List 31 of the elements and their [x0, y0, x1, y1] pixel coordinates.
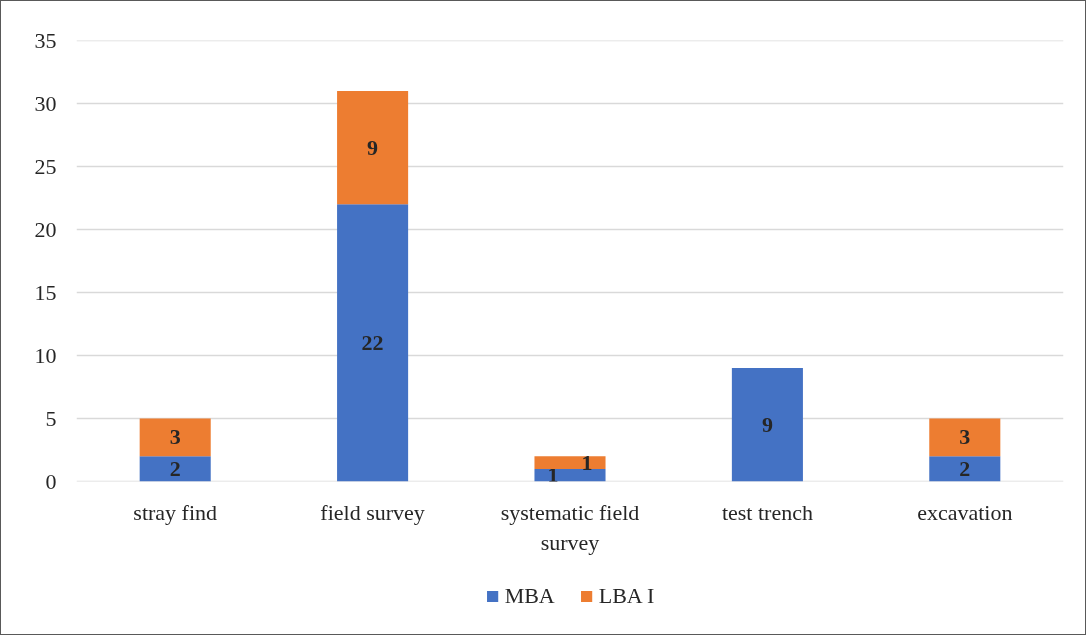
bar	[337, 204, 409, 482]
data-label: 2	[169, 455, 181, 481]
y-tick-label: 25	[34, 153, 57, 179]
bar	[731, 368, 803, 482]
bar	[929, 418, 1001, 457]
x-tick-label: field survey	[320, 499, 425, 525]
data-label: 9	[367, 134, 379, 160]
data-label: 2	[959, 455, 971, 481]
data-label: 9	[761, 411, 773, 437]
data-label: 3	[959, 424, 971, 450]
y-tick-label: 0	[45, 468, 57, 494]
y-tick-label: 15	[34, 279, 57, 305]
x-tick-label: test trench	[721, 499, 813, 525]
data-label: 3	[169, 424, 181, 450]
x-tick-label: excavation	[917, 499, 1013, 525]
y-tick-label: 20	[34, 216, 57, 242]
bar	[139, 418, 211, 457]
bar	[929, 456, 1001, 482]
y-tick-label: 10	[34, 342, 57, 368]
bar	[534, 456, 606, 469]
data-label: 22	[361, 329, 384, 355]
bar	[337, 90, 409, 205]
data-label: 1	[581, 449, 593, 475]
y-tick-label: 30	[34, 90, 57, 116]
x-tick-label: stray find	[133, 499, 218, 525]
y-tick-label: 5	[45, 405, 57, 431]
legend-label: MBA	[504, 582, 555, 609]
legend-label: LBA I	[598, 582, 655, 609]
y-tick-label: 35	[34, 27, 57, 53]
x-tick-label: systematic field survey	[500, 499, 640, 555]
bar	[139, 456, 211, 482]
